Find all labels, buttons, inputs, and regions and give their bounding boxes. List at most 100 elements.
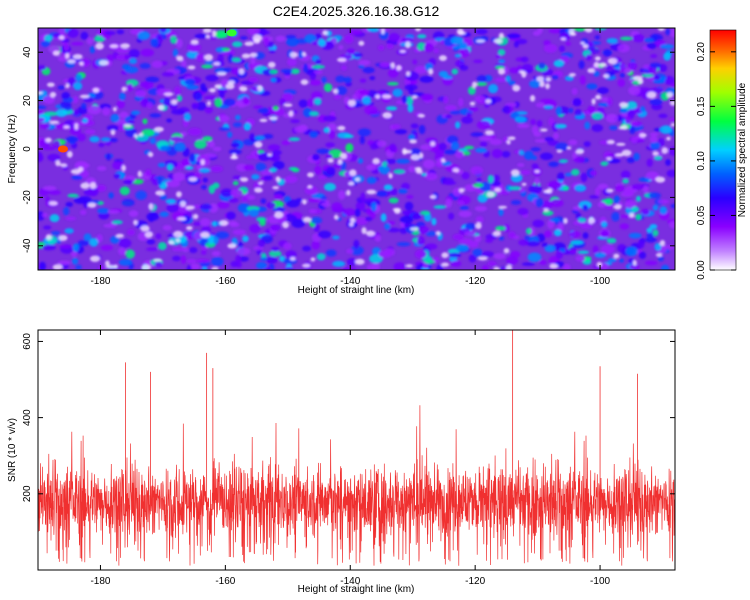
heatmap-low-cell [606, 157, 612, 161]
heatmap-low-cell [302, 216, 312, 223]
heatmap-cell [383, 184, 393, 191]
heatmap-cell [449, 255, 458, 263]
heatmap-cell [317, 38, 326, 47]
heatmap-cell [298, 99, 308, 108]
heatmap-cell [184, 78, 196, 86]
heatmap-low-cell [436, 230, 441, 236]
heatmap-cell [221, 47, 231, 52]
heatmap-cell [286, 58, 297, 67]
heatmap-cell [619, 108, 628, 114]
heatmap-low-cell [155, 190, 166, 196]
heatmap-cell [669, 117, 675, 122]
heatmap-cell [568, 107, 574, 114]
heatmap-low-cell [258, 181, 264, 185]
heatmap-cell [318, 205, 325, 210]
heatmap-cell [579, 75, 586, 85]
heatmap-cell [321, 76, 327, 84]
heatmap-cell [172, 247, 185, 252]
heatmap-low-cell [219, 219, 229, 227]
heatmap-cell [335, 75, 346, 83]
heatmap-low-cell [594, 56, 601, 61]
heatmap-low-cell [65, 83, 70, 89]
heatmap-cell [408, 85, 414, 95]
heatmap-cell [534, 138, 548, 143]
heatmap-low-cell [79, 94, 90, 99]
heatmap-low-cell [441, 252, 449, 259]
heatmap-low-cell [65, 53, 70, 59]
heatmap-x-axis-label: Height of straight line (km) [298, 285, 415, 296]
heatmap-cell [166, 118, 173, 123]
heatmap-cell [508, 80, 516, 86]
heatmap-cell [414, 249, 427, 259]
heatmap-low-cell [179, 200, 187, 207]
heatmap-cell [167, 173, 175, 180]
heatmap-low-cell [48, 200, 58, 206]
heatmap-cell [461, 116, 473, 124]
heatmap-low-cell [104, 260, 110, 267]
heatmap-cell [506, 33, 521, 39]
heatmap-cell [191, 103, 198, 110]
heatmap-cell [196, 154, 210, 164]
heatmap-low-cell [175, 191, 182, 198]
heatmap-cell [555, 250, 564, 260]
heatmap-cell [214, 97, 223, 108]
heatmap-cell [309, 79, 322, 86]
heatmap-cell [146, 238, 156, 245]
heatmap-cell [510, 200, 522, 205]
heatmap-cell [416, 42, 427, 51]
heatmap-cell [622, 178, 630, 184]
heatmap-cell [281, 140, 291, 146]
heatmap-cell [423, 42, 434, 53]
heatmap-cell [494, 77, 508, 83]
heatmap-cell [406, 195, 414, 199]
heatmap-low-cell [337, 125, 346, 131]
heatmap-cell [39, 123, 51, 129]
heatmap-low-cell [399, 49, 406, 53]
heatmap-low-cell [646, 91, 657, 99]
heatmap-cell [551, 74, 559, 80]
heatmap-cell [467, 107, 479, 112]
heatmap-cell [269, 69, 279, 75]
heatmap-cell [338, 45, 344, 50]
heatmap-low-cell [230, 155, 239, 160]
heatmap-low-cell [471, 81, 478, 89]
heatmap-low-cell [257, 84, 263, 92]
heatmap-cell [629, 126, 636, 135]
heatmap-cell [346, 257, 357, 267]
heatmap-low-cell [512, 84, 521, 92]
heatmap-cell [212, 182, 220, 189]
heatmap-cell [275, 35, 286, 42]
heatmap-cell [517, 207, 529, 216]
heatmap-cell [619, 223, 630, 230]
snr-y-axis-label: SNR (10 * v/v) [7, 418, 18, 482]
heatmap-cell [596, 87, 609, 94]
heatmap-low-cell [63, 125, 70, 130]
heatmap-low-cell [543, 189, 550, 194]
heatmap-cell [637, 240, 645, 249]
heatmap-cell [613, 195, 620, 205]
heatmap-low-cell [417, 114, 426, 118]
heatmap-cell [479, 141, 488, 148]
snr-peaks [125, 330, 638, 502]
heatmap-cell [215, 231, 230, 239]
heatmap-cell [345, 143, 354, 153]
heatmap-cell [89, 238, 99, 247]
heatmap-cell [38, 65, 47, 71]
heatmap-low-cell [332, 88, 339, 94]
heatmap-cell [644, 260, 658, 266]
heatmap-cell [445, 114, 452, 119]
heatmap-cell [609, 125, 618, 131]
heatmap-cell [404, 201, 414, 211]
heatmap-cell [269, 154, 281, 162]
heatmap-cell [547, 219, 555, 229]
heatmap-cell [189, 247, 198, 254]
heatmap-low-cell [670, 123, 675, 127]
heatmap-cell [80, 31, 89, 40]
heatmap-low-cell [170, 99, 178, 105]
heatmap-cell [43, 95, 55, 104]
heatmap-low-cell [595, 94, 602, 100]
heatmap-cell [126, 83, 134, 92]
heatmap-cell [309, 72, 317, 81]
heatmap-low-cell [254, 187, 263, 193]
heatmap-cell [640, 106, 646, 113]
